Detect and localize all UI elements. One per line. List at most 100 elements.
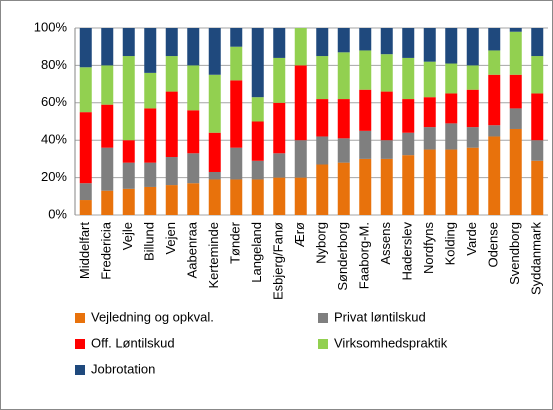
bar-segment	[423, 28, 436, 62]
bar-segment	[122, 56, 135, 141]
bar-segment	[402, 155, 415, 215]
bar-segment	[144, 186, 157, 215]
x-tick-label: Langeland	[249, 222, 264, 283]
y-tick-label: 20%	[41, 169, 67, 184]
bar-segment	[337, 99, 350, 139]
bar-segment	[230, 179, 243, 215]
bar-segment	[316, 99, 329, 137]
bar-segment	[122, 28, 135, 57]
legend-label: Off. Løntilskud	[91, 335, 175, 350]
bar-segment	[359, 89, 372, 131]
bar-segment	[466, 147, 479, 215]
bar-segment	[423, 127, 436, 150]
bar-segment	[402, 57, 415, 100]
bar-segment	[488, 74, 501, 126]
bar-segment	[144, 28, 157, 73]
legend-swatch	[318, 313, 328, 323]
bar-segment	[122, 140, 135, 163]
bar-segment	[316, 136, 329, 165]
bar-segment	[423, 97, 436, 128]
bar-segment	[101, 28, 114, 66]
y-tick-label: 80%	[41, 57, 67, 72]
bar-segment	[187, 153, 200, 184]
bar-segment	[488, 28, 501, 51]
x-tick-label: Varde	[464, 222, 479, 256]
bar-segment	[187, 28, 200, 66]
bar-segment	[273, 102, 286, 154]
bar-segment	[445, 123, 458, 150]
bar-segment	[294, 140, 307, 178]
bar-segment	[273, 57, 286, 103]
bar-segment	[79, 200, 92, 215]
bar-segment	[359, 130, 372, 159]
bar-segment	[165, 91, 178, 158]
bar-segment	[230, 28, 243, 47]
bar-segment	[466, 28, 479, 66]
bar-segment	[208, 179, 221, 215]
x-tick-label: Vejle	[120, 222, 135, 250]
bar-segment	[294, 177, 307, 215]
bar-segment	[509, 28, 522, 32]
bar-segment	[251, 160, 264, 180]
bar-segment	[402, 99, 415, 133]
bar-segment	[380, 91, 393, 141]
bar-segment	[380, 28, 393, 55]
bar-segment	[337, 28, 350, 53]
bar-segment	[187, 183, 200, 215]
bar-segment	[316, 164, 329, 215]
bar-segment	[208, 132, 221, 172]
x-tick-label: Ærø	[292, 222, 307, 247]
bar-segment	[359, 158, 372, 215]
bar-segment	[531, 160, 544, 215]
bar-segment	[380, 140, 393, 159]
x-tick-label: Haderslev	[400, 222, 415, 281]
bar-segment	[445, 93, 458, 124]
bar-segment	[122, 188, 135, 215]
x-tick-label: Vejen	[163, 222, 178, 255]
x-tick-label: Middelfart	[77, 222, 92, 279]
legend-label: Virksomhedspraktik	[334, 335, 448, 350]
x-tick-label: Aabenraa	[185, 221, 200, 278]
bar-segment	[337, 52, 350, 100]
bar-segment	[165, 28, 178, 57]
bar-segment	[402, 132, 415, 156]
bar-segment	[101, 65, 114, 105]
bar-segment	[359, 50, 372, 90]
x-tick-label: Nyborg	[314, 222, 329, 264]
bar-segment	[294, 28, 307, 66]
bar-segment	[230, 147, 243, 180]
bar-segment	[337, 138, 350, 163]
bar-segment	[466, 127, 479, 148]
bar-segment	[187, 110, 200, 154]
bar-segment	[509, 31, 522, 75]
bar-segment	[509, 108, 522, 129]
x-tick-label: Odense	[486, 222, 501, 268]
bar-segment	[101, 147, 114, 191]
bar-segment	[230, 46, 243, 81]
bar-segment	[144, 162, 157, 187]
legend-swatch	[75, 313, 85, 323]
bar-segment	[380, 54, 393, 92]
bar-segment	[316, 28, 329, 57]
bar-segment	[445, 149, 458, 215]
bar-segment	[165, 157, 178, 186]
legend-label: Vejledning og opkval.	[91, 309, 214, 324]
x-tick-label: Kolding	[443, 222, 458, 265]
x-tick-label: Esbjerg/Fanø	[271, 222, 286, 300]
bar-segment	[509, 128, 522, 215]
bar-segment	[488, 125, 501, 137]
bar-segment	[208, 74, 221, 133]
y-tick-label: 100%	[34, 19, 68, 34]
x-tick-label: Faaborg-M.	[357, 222, 372, 289]
bar-segment	[273, 28, 286, 58]
bar-segment	[101, 104, 114, 148]
bar-segment	[273, 177, 286, 215]
legend-swatch	[318, 339, 328, 349]
bar-segment	[466, 89, 479, 128]
bar-segment	[144, 72, 157, 109]
bar-segment	[230, 80, 243, 148]
x-tick-label: Fredericia	[99, 221, 114, 280]
bar-segment	[423, 149, 436, 215]
bar-segment	[531, 93, 544, 141]
